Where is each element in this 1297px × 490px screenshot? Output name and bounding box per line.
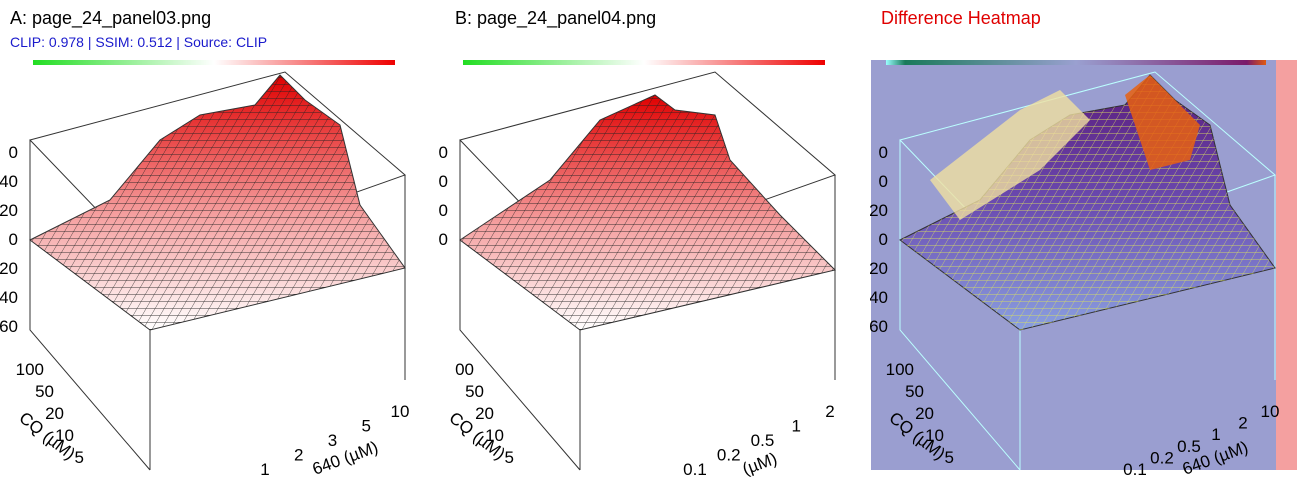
y-tick-label: 100 [886,360,914,379]
z-tick-label: 0 [879,143,888,162]
x-tick-label: 0.5 [751,431,775,450]
box [459,71,836,471]
z-tick-label: 0 [439,143,448,162]
x-tick-label: 0.2 [717,446,741,465]
z-tick-label: -40 [0,288,18,307]
z-tick-label: 40 [0,172,18,191]
surface-mesh [30,75,405,330]
box [29,71,406,471]
z-tick-label: 0 [439,230,448,249]
metrics: CLIP: 0.978 | SSIM: 0.512 | Source: CLIP [10,34,268,50]
z-tick-label: 0 [9,143,18,162]
x-tick-label: 5 [362,417,371,436]
box [899,71,1276,471]
x-tick-label: 10 [391,402,410,421]
z-tick-label: 0 [879,230,888,249]
x-tick-label: 2 [294,446,303,465]
x-tick-label: 0.1 [1123,460,1147,479]
y-tick-label: 20 [915,404,934,423]
y-tick-label: 10 [925,426,944,445]
color-bar [33,60,395,65]
surface-mesh [460,95,835,330]
x-tick-label: 2 [1238,414,1247,433]
x-tick-label: 0.1 [683,460,707,479]
y-tick-label: 00 [455,360,474,379]
y-tick-label: 50 [35,382,54,401]
y-tick-label: 10 [485,426,504,445]
z-tick-label: -20 [0,259,18,278]
color-bar [886,60,1266,65]
panel-title: A: page_24_panel03.png [10,8,212,28]
y-tick-label: 5 [75,448,84,467]
y-tick-label: 10 [55,426,74,445]
x-tick-label: 1 [792,417,801,436]
panel-title: Difference Heatmap [881,8,1041,28]
x-tick-label: 2 [825,402,834,421]
y-tick-label: 50 [465,382,484,401]
edge-band [1276,60,1297,470]
x-tick-label: 1 [260,460,269,479]
x-tick-label: 10 [1261,402,1280,421]
color-bar [463,60,825,65]
z-tick-label: 0 [439,172,448,191]
z-tick-label: 0 [9,230,18,249]
z-tick-label: 0 [879,172,888,191]
z-tick-label: 20 [870,259,888,278]
y-tick-label: 20 [475,404,494,423]
y-tick-label: 20 [45,404,64,423]
y-tick-label: 50 [905,382,924,401]
z-tick-label: -60 [0,317,18,336]
y-tick-label: 5 [945,448,954,467]
panel-title: B: page_24_panel04.png [455,8,657,28]
z-tick-label: 40 [870,288,888,307]
x-tick-label: 1 [1211,425,1220,444]
x-tick-label: 3 [328,431,337,450]
y-tick-label: 100 [16,360,44,379]
x-axis-title: 640 (µM) [310,438,381,479]
z-tick-label: -60 [870,317,888,336]
z-tick-label: 20 [870,201,888,220]
surface-overlay [1125,75,1200,170]
x-tick-label: 0.5 [1177,437,1201,456]
z-tick-label: 20 [0,201,18,220]
x-tick-label: 0.2 [1150,448,1174,467]
z-tick-label: 0 [439,201,448,220]
y-tick-label: 5 [505,448,514,467]
surface-overlay [930,90,1090,220]
x-axis-title: (µM) [740,449,780,479]
